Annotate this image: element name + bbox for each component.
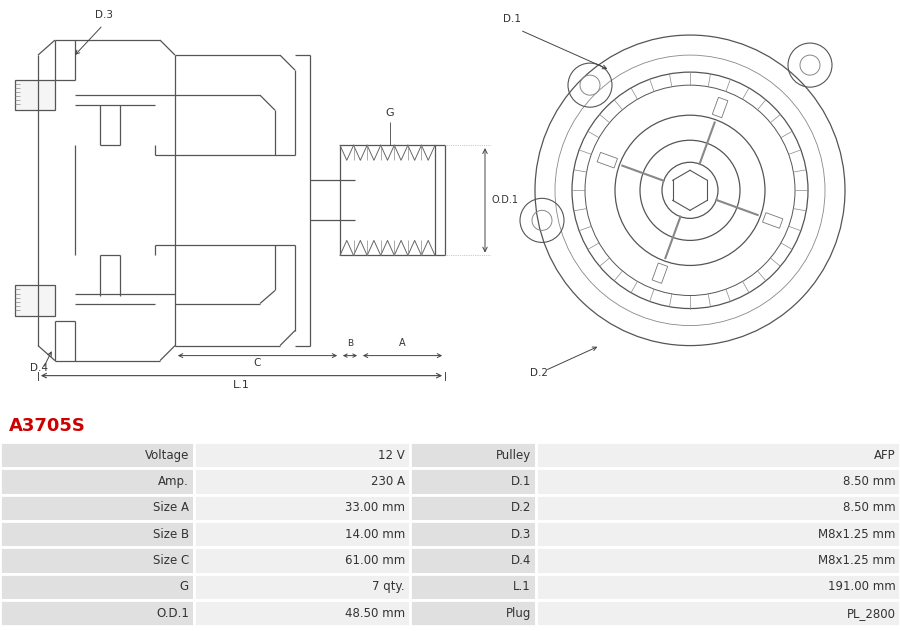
Bar <box>0 548 194 574</box>
Text: 8.50 mm: 8.50 mm <box>843 475 896 488</box>
Text: Size A: Size A <box>153 502 189 514</box>
Bar <box>410 548 536 574</box>
Bar <box>536 600 900 627</box>
Bar <box>536 574 900 600</box>
Text: D.2: D.2 <box>530 368 548 377</box>
Bar <box>0 574 194 600</box>
Text: 12 V: 12 V <box>378 449 405 462</box>
Text: 48.50 mm: 48.50 mm <box>345 607 405 620</box>
Text: 7 qty.: 7 qty. <box>373 581 405 593</box>
Text: 14.00 mm: 14.00 mm <box>345 528 405 541</box>
Bar <box>712 97 728 117</box>
Bar <box>410 442 536 468</box>
Bar <box>194 468 410 495</box>
Text: D.4: D.4 <box>510 554 531 567</box>
Text: A3705S: A3705S <box>9 417 86 435</box>
Text: D.4: D.4 <box>30 363 48 373</box>
Text: M8x1.25 mm: M8x1.25 mm <box>818 554 896 567</box>
Text: B: B <box>346 339 353 348</box>
Text: D.3: D.3 <box>511 528 531 541</box>
Text: D.1: D.1 <box>503 14 521 24</box>
Text: 191.00 mm: 191.00 mm <box>828 581 896 593</box>
Text: AFP: AFP <box>874 449 896 462</box>
Bar <box>0 442 194 468</box>
Bar <box>194 548 410 574</box>
Bar <box>194 521 410 548</box>
Text: 61.00 mm: 61.00 mm <box>345 554 405 567</box>
Bar <box>15 285 55 316</box>
Text: Voltage: Voltage <box>145 449 189 462</box>
Bar <box>0 600 194 627</box>
Bar <box>410 495 536 521</box>
Bar <box>0 468 194 495</box>
Text: L.1: L.1 <box>232 380 249 390</box>
Text: PL_2800: PL_2800 <box>847 607 896 620</box>
Text: 230 A: 230 A <box>371 475 405 488</box>
Bar <box>194 495 410 521</box>
Text: Amp.: Amp. <box>158 475 189 488</box>
Bar <box>652 263 668 283</box>
Bar <box>536 442 900 468</box>
Text: D.3: D.3 <box>95 10 113 20</box>
Text: C: C <box>253 358 261 368</box>
Text: O.D.1: O.D.1 <box>156 607 189 620</box>
Text: 8.50 mm: 8.50 mm <box>843 502 896 514</box>
Text: D.1: D.1 <box>510 475 531 488</box>
Bar <box>536 521 900 548</box>
Bar <box>15 80 55 110</box>
Text: Pulley: Pulley <box>496 449 531 462</box>
Text: Size C: Size C <box>153 554 189 567</box>
Text: O.D.1: O.D.1 <box>492 196 519 205</box>
Bar <box>194 600 410 627</box>
Bar <box>410 468 536 495</box>
Text: 33.00 mm: 33.00 mm <box>345 502 405 514</box>
Bar <box>0 521 194 548</box>
Bar <box>410 574 536 600</box>
Text: G: G <box>386 108 394 118</box>
Bar <box>536 468 900 495</box>
Bar <box>194 574 410 600</box>
Text: G: G <box>180 581 189 593</box>
Bar <box>536 548 900 574</box>
Text: Size B: Size B <box>153 528 189 541</box>
Bar <box>0 495 194 521</box>
Text: M8x1.25 mm: M8x1.25 mm <box>818 528 896 541</box>
Text: D.2: D.2 <box>510 502 531 514</box>
Bar <box>536 495 900 521</box>
Bar <box>410 521 536 548</box>
Bar <box>762 213 783 228</box>
Bar <box>597 152 617 168</box>
Text: L.1: L.1 <box>513 581 531 593</box>
Text: Plug: Plug <box>506 607 531 620</box>
Bar <box>410 600 536 627</box>
Text: A: A <box>399 338 405 348</box>
Bar <box>194 442 410 468</box>
